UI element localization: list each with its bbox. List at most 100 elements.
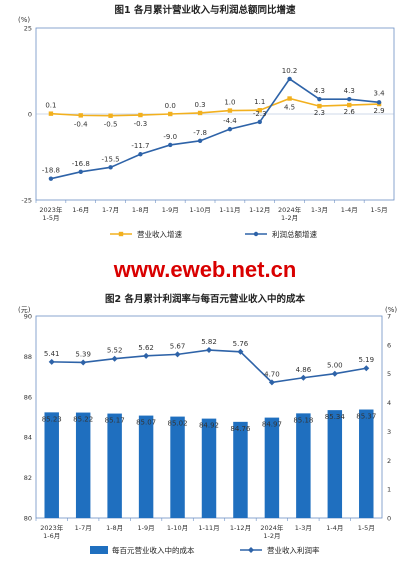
chart2-line-label: 4.70 xyxy=(264,370,280,378)
chart1-legend-label: 利润总额增速 xyxy=(272,229,317,239)
chart1-x-tick: 1-5月 xyxy=(371,206,388,214)
chart1-revenue-point xyxy=(347,102,352,108)
chart2-x-tick: 2024年 1-2月 xyxy=(260,523,284,540)
chart1-x-tick: 1-10月 xyxy=(189,206,210,214)
chart2-bar xyxy=(264,417,280,518)
chart1-profit-point xyxy=(317,97,322,102)
chart2-line-point xyxy=(143,352,150,359)
chart2-x-tick: 1-9月 xyxy=(138,524,155,532)
chart2-y2-tick: 2 xyxy=(387,457,391,465)
chart1-profit-label: -16.8 xyxy=(72,160,90,168)
chart2-bars: 85.23 85.22 85.17 85.07 85.02 84.92 84.76 84.97… xyxy=(42,409,376,518)
chart2-y2-tick: 5 xyxy=(387,370,391,378)
chart1-revenue-label: 1.1 xyxy=(254,98,265,106)
chart2-bar xyxy=(44,412,59,518)
chart2-line-label: 5.39 xyxy=(75,350,91,358)
chart1-profit-point xyxy=(48,176,54,181)
chart2-y2-tick: 0 xyxy=(387,515,391,523)
watermark-banner: www.eweb.net.cn xyxy=(113,257,297,282)
chart2-line-point xyxy=(331,370,338,377)
chart1-series-line-0 xyxy=(50,97,380,117)
chart1-x-tick: 1-12月 xyxy=(249,206,270,214)
chart1-x-tick: 1-9月 xyxy=(162,206,179,214)
chart1-profit-label: -15.5 xyxy=(102,155,120,163)
chart2-x-tick: 1-7月 xyxy=(75,524,92,532)
chart2-right-unit: (%) xyxy=(385,306,397,314)
chart1-revenue-label: -0.4 xyxy=(74,120,88,128)
chart2-line-label: 5.76 xyxy=(233,340,249,348)
chart1-revenue-label: 2.9 xyxy=(374,107,385,115)
chart1-profit-label: -9.0 xyxy=(163,133,177,141)
chart1-profit-label: 3.4 xyxy=(374,89,386,97)
chart2-bar-label: 85.37 xyxy=(356,413,376,421)
chart2-y2-tick: 4 xyxy=(387,399,391,407)
chart2-left-unit: (元) xyxy=(18,306,31,314)
chart1-profit-label: -7.8 xyxy=(193,129,207,137)
chart2-bar-label: 84.76 xyxy=(230,425,251,433)
chart2-x-tick: 1-10月 xyxy=(167,524,188,532)
chart2-line-point xyxy=(80,359,87,366)
watermark-text: www.eweb.net.cn xyxy=(113,257,297,282)
chart1-series-line-1 xyxy=(50,77,380,180)
chart2-bar-label: 85.17 xyxy=(105,417,125,425)
chart1-revenue-label: -0.5 xyxy=(104,121,118,129)
chart1-profit-point xyxy=(138,152,143,157)
chart2-line-point xyxy=(174,351,181,358)
chart2-line-label: 5.00 xyxy=(327,362,343,370)
chart1-profit-label: -11.7 xyxy=(131,142,149,150)
chart1-title: 图1 各月累计营业收入与利润总额同比增速 xyxy=(115,4,296,16)
chart2-bar xyxy=(107,413,122,518)
chart2-x-tick: 1-4月 xyxy=(326,524,343,532)
chart2-line-point xyxy=(237,348,244,355)
chart2-line-path xyxy=(51,349,367,384)
chart2-bar xyxy=(201,418,217,518)
chart2-legend-bar-label: 每百元营业收入中的成本 xyxy=(112,545,195,555)
chart2-line-label: 4.86 xyxy=(296,366,312,374)
chart2-line-point xyxy=(300,374,307,381)
chart1-revenue-label: -0.3 xyxy=(134,120,148,128)
chart1-revenue-label: 0.0 xyxy=(165,102,176,110)
chart2-x-tick: 1-3月 xyxy=(295,524,312,532)
chart2-x-tick: 1-11月 xyxy=(198,524,219,532)
chart1-x-tick: 1-7月 xyxy=(102,206,119,214)
chart1-x-tick: 1-8月 xyxy=(132,206,149,214)
chart1-profit-point xyxy=(376,100,382,105)
chart2-bar xyxy=(359,409,374,518)
chart2-line-label: 5.52 xyxy=(107,347,123,355)
chart2-bar-label: 84.92 xyxy=(199,422,219,430)
chart1-profit-point xyxy=(257,119,262,125)
chart1-revenue-label: 0.1 xyxy=(45,102,56,110)
chart1-profit-label: -2.3 xyxy=(253,110,267,118)
chart2-bar xyxy=(170,416,185,518)
chart2-bar-label: 85.07 xyxy=(136,419,156,427)
chart2-bar xyxy=(233,421,248,518)
chart2-y-tick: 90 xyxy=(24,313,32,321)
chart1-profit-point xyxy=(227,126,233,132)
chart1-revenue-point xyxy=(257,108,262,113)
chart1-unit-label: (%) xyxy=(18,16,30,24)
chart1-profit-point xyxy=(347,97,352,102)
chart1-revenue-point xyxy=(78,113,83,118)
chart2-line-point xyxy=(363,365,370,372)
chart1-x-tick: 2023年 1-5月 xyxy=(39,205,63,222)
chart1-revenue-point xyxy=(108,113,113,118)
chart1-y-tick: 25 xyxy=(24,25,32,33)
chart1-y-tick: -25 xyxy=(21,197,32,205)
chart2-line-label: 5.82 xyxy=(201,338,217,346)
chart1-revenue-point xyxy=(48,111,54,116)
chart1-series: 0.1 -0.4 -0.5 -0.3 0.0 0.3 1.0 1.1 4.5 2.3 2.6 2.9 -… xyxy=(42,67,385,181)
chart1-revenue-label: 0.3 xyxy=(195,101,206,109)
chart2-y2-tick: 7 xyxy=(387,313,391,321)
chart1-revenue-label: 1.0 xyxy=(224,99,235,107)
chart1-profit-label: 10.2 xyxy=(282,67,298,75)
chart1-x-tick: 1-11月 xyxy=(219,206,240,214)
chart2-line-point xyxy=(206,347,212,354)
chart1-x-tick: 1-4月 xyxy=(341,206,358,214)
chart2-y-tick: 88 xyxy=(24,353,32,361)
chart2-line-point xyxy=(111,355,118,362)
chart2-line-label: 5.41 xyxy=(44,350,60,358)
chart1-y-tick: 0 xyxy=(28,111,32,119)
chart1-profit-label: 4.3 xyxy=(314,87,325,95)
chart2-bar-label: 85.18 xyxy=(293,416,313,424)
chart1-x-tick: 2024年 1-2月 xyxy=(278,205,302,222)
